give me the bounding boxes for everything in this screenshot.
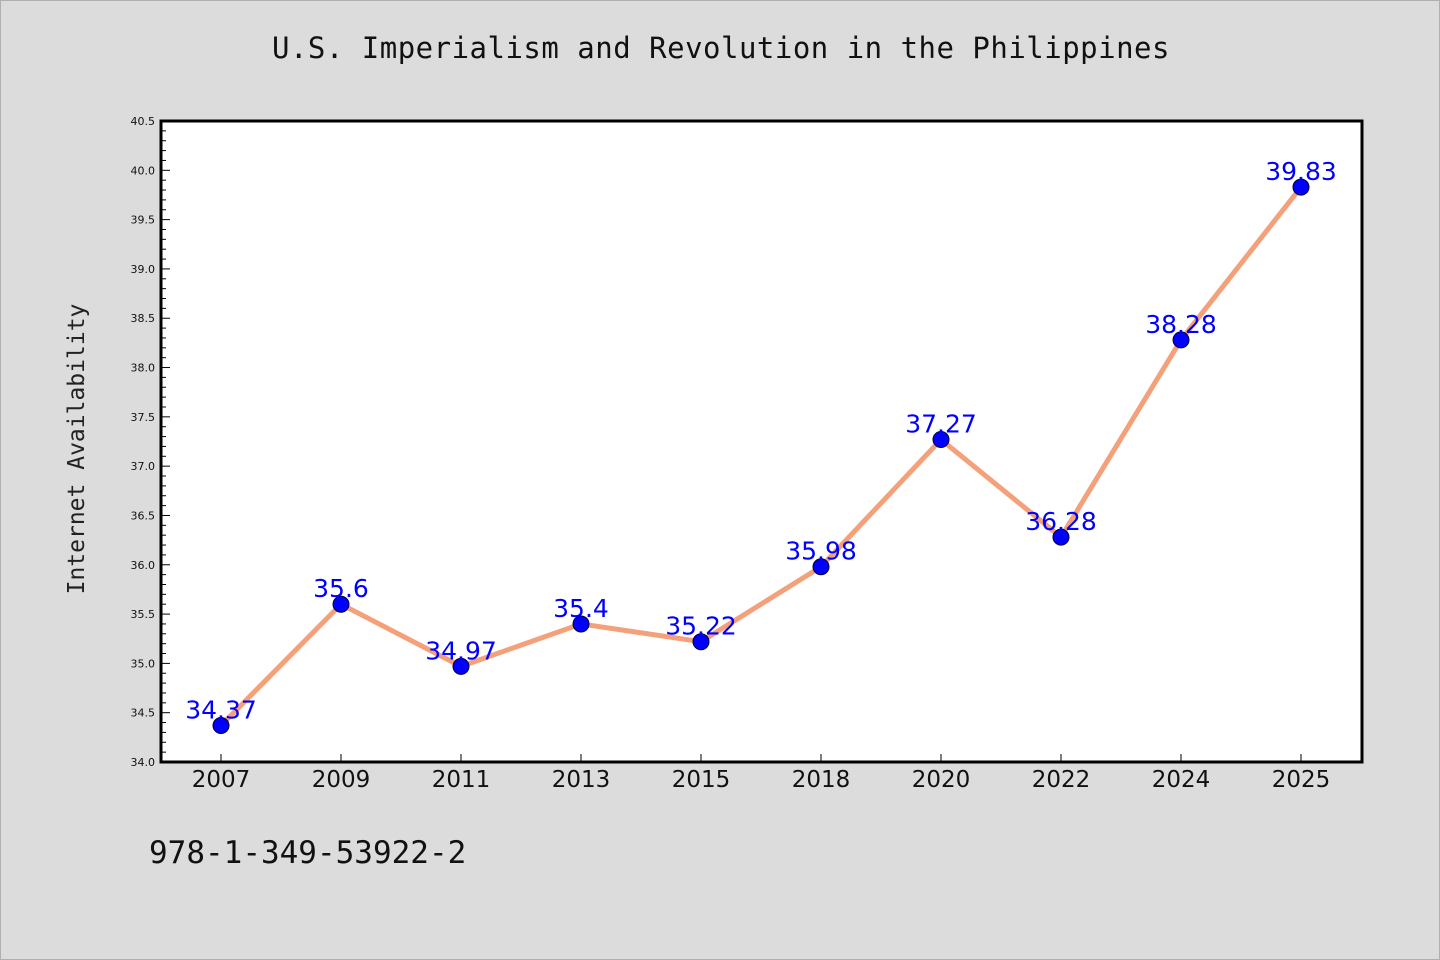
data-label: 39.83 [1265,157,1337,186]
data-point [812,558,830,576]
data-point [572,615,590,633]
y-tick-label: 35.0 [131,657,156,670]
data-point [1052,528,1070,546]
x-tick-label: 2007 [192,767,251,793]
x-tick-label: 2013 [552,767,611,793]
y-tick-label: 35.5 [131,608,156,621]
y-tick-label: 37.5 [131,411,156,424]
data-label: 35.22 [665,612,737,641]
y-tick-label: 34.5 [131,707,156,720]
data-point [332,595,350,613]
plot-area [161,121,1362,762]
x-tick-label: 2025 [1272,767,1331,793]
y-tick-label: 38.0 [131,362,156,375]
data-point [692,633,710,651]
data-label: 35.6 [313,574,369,603]
y-tick-label: 34.0 [131,756,156,769]
y-tick-label: 36.0 [131,559,156,572]
data-label: 34.37 [185,696,257,725]
y-tick-label: 39.5 [131,214,156,227]
x-tick-label: 2018 [792,767,851,793]
y-tick-label: 38.5 [131,312,156,325]
x-tick-label: 2022 [1032,767,1091,793]
footnote-isbn: 978-1-349-53922-2 [149,835,467,871]
data-label: 37.27 [905,410,977,439]
series-line [218,184,1304,729]
data-label: 35.4 [553,594,609,623]
data-label: 35.98 [785,537,857,566]
plot-border [159,119,1364,764]
y-axis-ticks: 34.0 34.5 35.0 35.5 36.0 36.5 37.0 37.5 38.0 38.5… [131,115,170,769]
y-tick-label: 36.5 [131,509,156,522]
x-tick-label: 2020 [912,767,971,793]
y-tick-label: 40.5 [131,115,156,128]
series-layer: 34.37 35.6 34.97 35.4 35.22 35.98 37.27 36.28 38… [185,157,1337,735]
data-label: 34.97 [425,636,497,665]
data-label: 38.28 [1145,310,1217,339]
data-point [212,717,230,735]
x-tick-label: 2024 [1152,767,1211,793]
x-tick-label: 2009 [312,767,371,793]
data-point [1172,331,1190,349]
data-point [452,657,470,675]
y-tick-label: 40.0 [131,164,156,177]
data-point [1292,178,1310,196]
y-tick-label: 37.0 [131,460,156,473]
data-label: 36.28 [1025,507,1097,536]
y-tick-label: 39.0 [131,263,156,276]
data-point [932,431,950,449]
x-tick-label: 2011 [432,767,491,793]
x-axis-ticks: 2007 2009 2011 2013 2015 2018 2020 2022 2024 2025 [192,754,1331,793]
chart-title: U.S. Imperialism and Revolution in the P… [272,31,1170,65]
x-tick-label: 2015 [672,767,731,793]
